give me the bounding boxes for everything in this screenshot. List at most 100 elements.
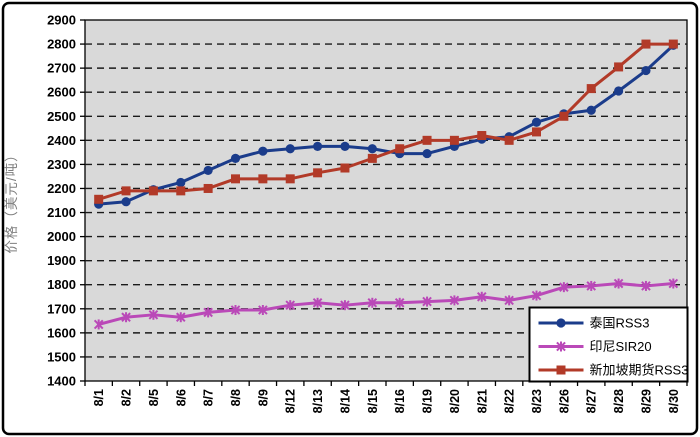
x-tick-label: 8/16 [393, 389, 407, 413]
data-point-square [121, 186, 131, 196]
data-point-square [285, 174, 295, 184]
x-axis: 8/1 8/2 8/5 8/6 8/7 8/8 8/9 8/12 8/13 8/14 8/15 8/1… [84, 381, 688, 413]
data-point-asterisk [312, 297, 323, 308]
data-point-asterisk [258, 305, 268, 315]
data-point-asterisk [531, 290, 542, 301]
data-point-circle [230, 153, 241, 163]
legend-label: 泰国RSS3 [590, 316, 650, 331]
data-point-square [614, 62, 624, 72]
data-point-asterisk [422, 296, 432, 307]
data-point-square [559, 111, 569, 121]
x-tick-label: 8/7 [202, 389, 216, 406]
y-axis: 1400 1500 1600 1700 1800 1900 2000 2100 2200 2300… [47, 13, 85, 389]
data-point-square [176, 186, 186, 196]
legend-label: 新加坡期货RSS3 [590, 363, 689, 378]
x-tick-label: 8/22 [503, 389, 517, 413]
data-point-square [504, 135, 514, 145]
x-tick-label: 8/23 [530, 389, 544, 413]
x-tick-label: 8/13 [311, 389, 325, 413]
data-point-square [340, 163, 350, 173]
x-tick-label: 8/19 [421, 389, 435, 413]
data-point-asterisk [340, 300, 350, 310]
data-point-asterisk [230, 305, 241, 315]
x-tick-label: 8/30 [667, 389, 681, 413]
x-tick-label: 8/14 [338, 389, 352, 413]
x-tick-label: 8/6 [174, 389, 188, 406]
y-tick-label: 2300 [47, 157, 76, 172]
data-point-square [641, 39, 651, 49]
x-tick-label: 8/12 [284, 389, 298, 413]
data-point-square [477, 131, 487, 141]
legend: 泰国RSS3 印尼SIR20 新加坡期货RSS3 [528, 306, 689, 383]
legend-item: 泰国RSS3 [538, 316, 650, 331]
y-tick-label: 2400 [47, 133, 76, 148]
x-tick-label: 8/2 [120, 389, 134, 406]
x-tick-label: 8/1 [92, 389, 106, 406]
data-point-asterisk [559, 282, 569, 292]
series-1 [93, 278, 679, 330]
data-point-square [586, 84, 596, 94]
data-point-square [94, 194, 104, 204]
data-point-asterisk [641, 281, 651, 291]
x-tick-label: 8/8 [229, 389, 243, 406]
data-point-circle [121, 197, 131, 207]
series-line [97, 42, 675, 201]
x-tick-label: 8/20 [448, 389, 462, 413]
y-tick-label: 1700 [47, 301, 76, 316]
data-point-square [367, 153, 377, 163]
data-point-square [449, 135, 459, 145]
x-tick-label: 8/28 [612, 389, 626, 413]
y-tick-label: 2600 [47, 85, 76, 100]
y-tick-label: 2900 [47, 13, 76, 28]
legend-item: 印尼SIR20 [538, 339, 652, 354]
data-point-asterisk [93, 319, 104, 330]
data-point-asterisk [121, 312, 131, 323]
data-point-square [422, 135, 432, 145]
data-point-asterisk [203, 307, 213, 318]
data-point-circle [586, 105, 596, 115]
data-point-circle [556, 318, 566, 328]
y-tick-label: 1500 [47, 349, 76, 364]
y-tick-label: 2100 [47, 205, 76, 220]
series-2 [94, 39, 678, 204]
data-point-asterisk [367, 297, 378, 308]
y-tick-label: 2800 [47, 37, 76, 52]
data-point-square [313, 168, 323, 178]
data-point-asterisk [556, 341, 566, 352]
x-tick-label: 8/21 [475, 389, 489, 413]
data-point-circle [312, 141, 323, 151]
series-line [97, 282, 675, 326]
data-point-asterisk [394, 297, 405, 308]
data-point-square [532, 127, 541, 137]
x-tick-label: 8/29 [639, 389, 653, 413]
y-tick-label: 2000 [47, 229, 76, 244]
data-point-circle [176, 177, 186, 188]
data-point-square [668, 39, 678, 49]
y-tick-label: 1400 [47, 374, 76, 389]
data-point-circle [422, 148, 432, 159]
data-point-square [148, 186, 158, 196]
data-point-circle [367, 144, 377, 154]
x-tick-label: 8/5 [147, 389, 161, 406]
y-tick-label: 1900 [47, 253, 76, 268]
data-point-circle [340, 141, 350, 151]
data-point-circle [531, 117, 542, 127]
series-line [97, 43, 675, 206]
y-tick-label: 2200 [47, 181, 76, 196]
data-point-asterisk [148, 310, 159, 320]
x-tick-label: 8/26 [557, 389, 571, 413]
data-point-asterisk [175, 312, 186, 323]
data-point-circle [203, 165, 213, 176]
data-point-asterisk [586, 281, 597, 291]
data-point-asterisk [449, 295, 460, 306]
data-point-square [231, 174, 240, 184]
gridlines [85, 43, 687, 358]
y-tick-label: 2500 [47, 109, 76, 124]
data-point-circle [613, 86, 624, 96]
data-point-asterisk [613, 278, 624, 289]
data-point-circle [641, 65, 651, 76]
x-tick-label: 8/15 [366, 389, 380, 413]
legend-label: 印尼SIR20 [590, 339, 652, 354]
